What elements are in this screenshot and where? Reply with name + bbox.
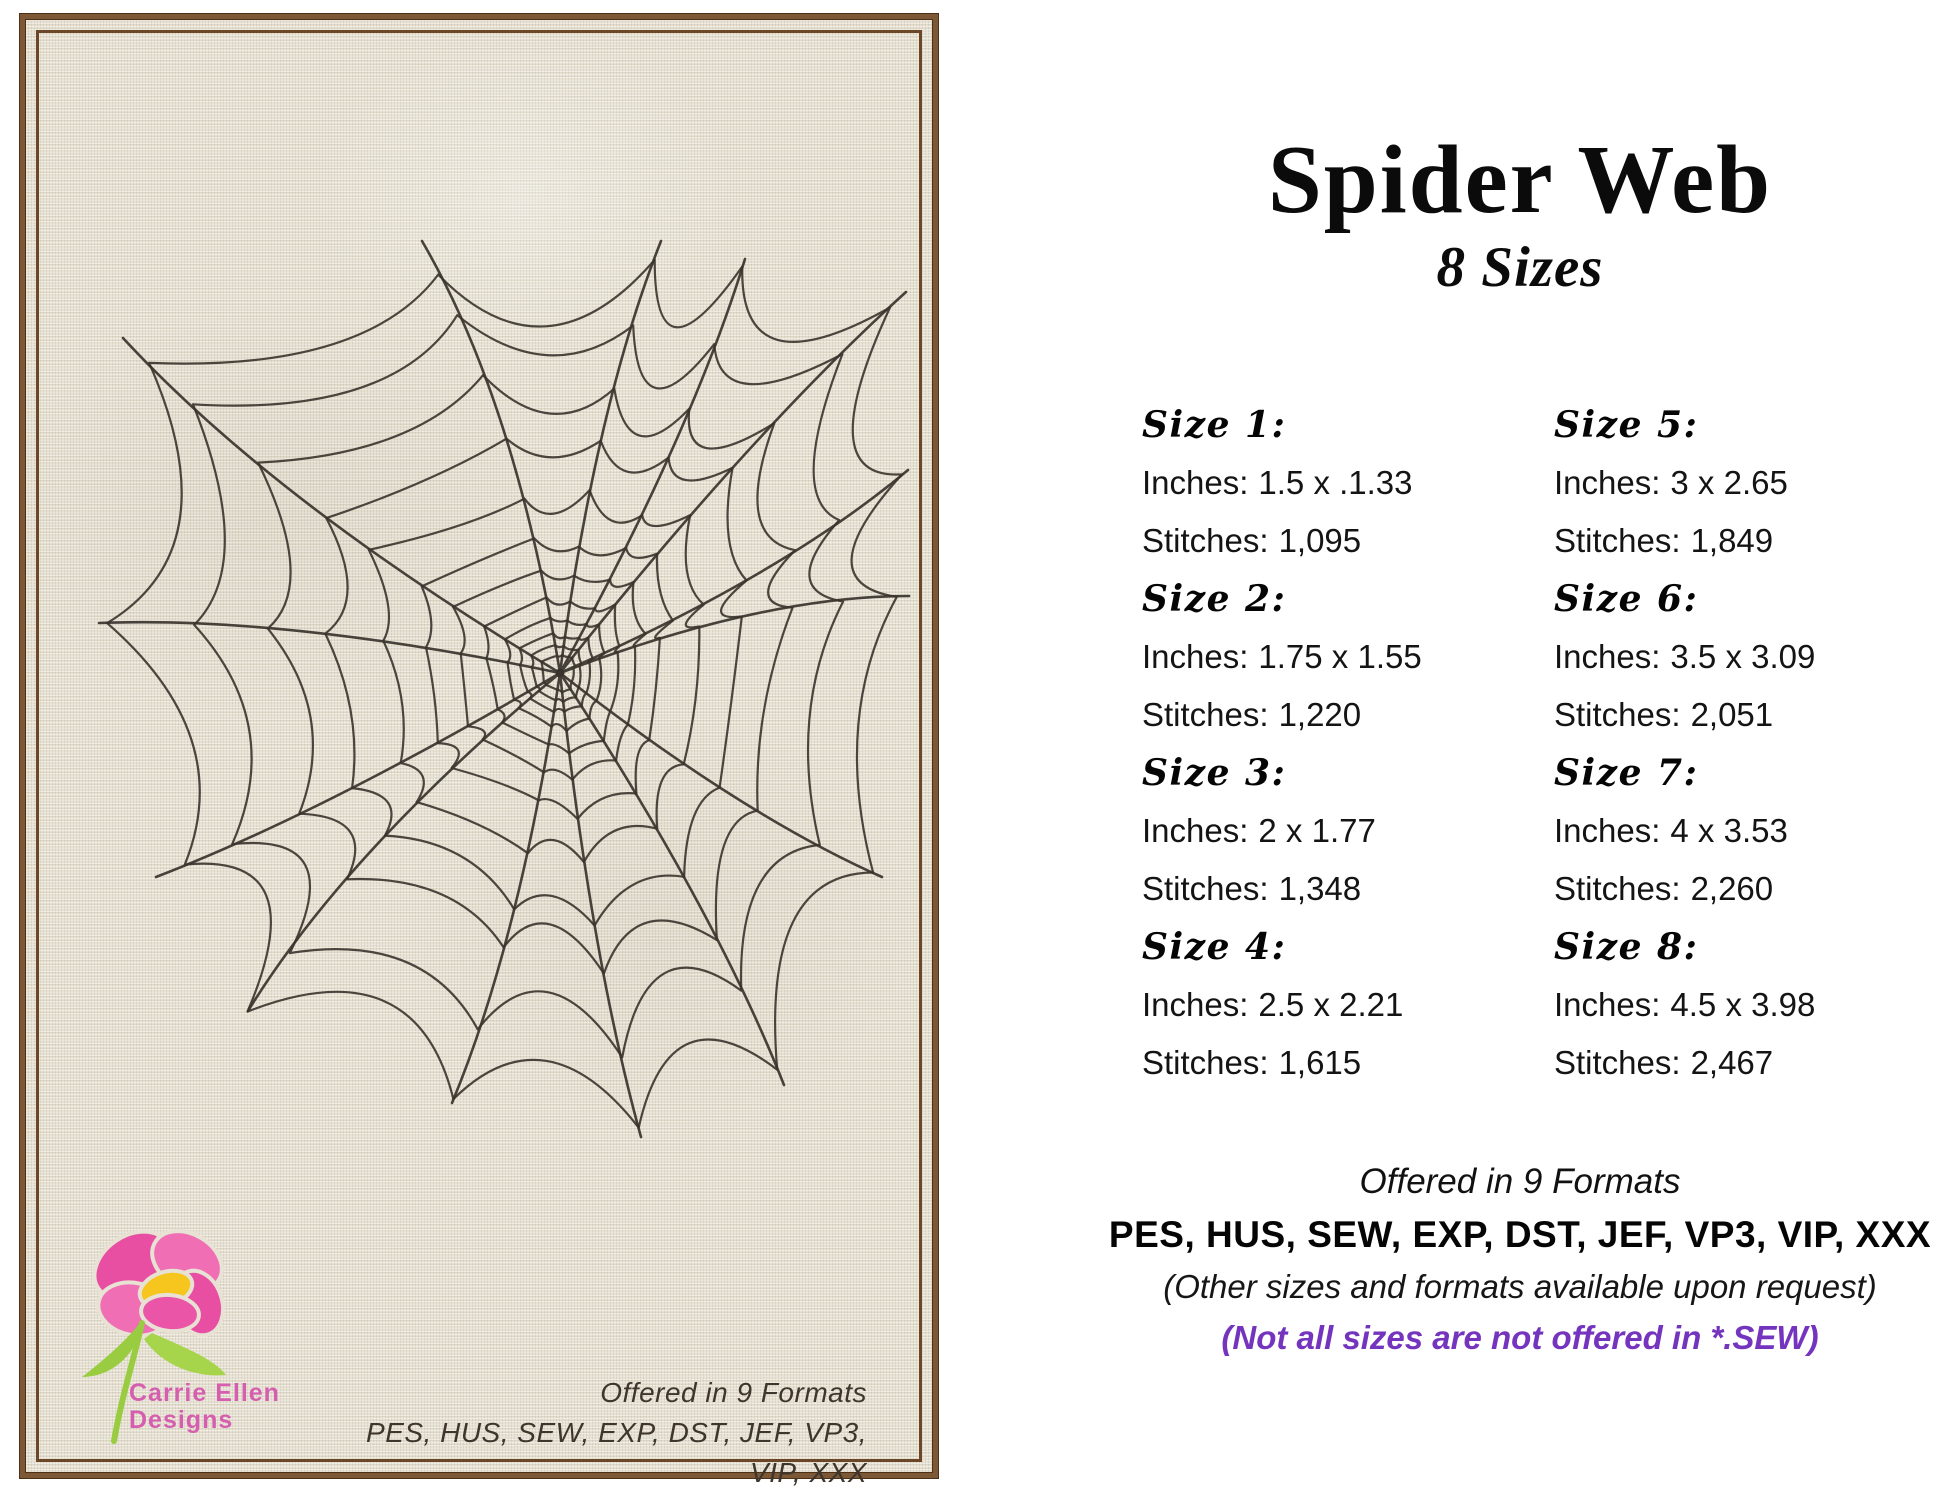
offered-in-formats: Offered in 9 Formats [1359,1162,1681,1201]
size-heading: Size 3: [1142,752,1287,794]
formats-block: Offered in 9 Formats PES, HUS, SEW, EXP,… [1040,1156,1946,1363]
brand-name: Carrie Ellen Designs [129,1380,280,1434]
sizes-col-1: Size 1: Inches: 1.5 x .1.33 Stitches: 1,095 S… [1142,396,1542,1092]
size-heading: Size 7: [1554,752,1699,794]
frame-caption: Offered in 9 Formats PES, HUS, SEW, EXP,… [347,1373,867,1493]
size-block: Size 8: Inches: 4.5 x 3.98 Stitches: 2,467 [1554,918,1946,1092]
size-inches: Inches: 2 x 1.77 [1142,812,1376,849]
brand-name-line2: Designs [129,1406,234,1434]
size-heading: Size 8: [1554,926,1699,968]
other-sizes-note: (Other sizes and formats available upon … [1163,1268,1877,1305]
sizes-col-2: Size 5: Inches: 3 x 2.65 Stitches: 1,849 Size… [1554,396,1946,1092]
size-inches: Inches: 3.5 x 3.09 [1554,638,1816,675]
size-heading: Size 1: [1142,404,1287,446]
size-inches: Inches: 4.5 x 3.98 [1554,986,1816,1023]
page-title: Spider Web [1267,126,1773,233]
size-stitches: Stitches: 1,849 [1554,522,1774,559]
size-block: Size 6: Inches: 3.5 x 3.09 Stitches: 2,051 [1554,570,1946,744]
page-subtitle: 8 Sizes [1436,236,1604,299]
size-stitches: Stitches: 2,051 [1554,696,1774,733]
leaf-left [82,1323,142,1377]
size-block: Size 3: Inches: 2 x 1.77 Stitches: 1,348 [1142,744,1542,918]
size-stitches: Stitches: 2,467 [1554,1044,1774,1081]
size-heading: Size 4: [1142,926,1287,968]
size-heading: Size 5: [1554,404,1699,446]
title-block: Spider Web 8 Sizes [1060,128,1946,304]
size-inches: Inches: 1.5 x .1.33 [1142,464,1413,501]
sew-note: (Not all sizes are not offered in *.SEW) [1221,1319,1819,1356]
size-stitches: Stitches: 1,348 [1142,870,1362,907]
size-block: Size 2: Inches: 1.75 x 1.55 Stitches: 1,220 [1142,570,1542,744]
size-inches: Inches: 3 x 2.65 [1554,464,1788,501]
size-heading: Size 2: [1142,578,1287,620]
size-block: Size 4: Inches: 2.5 x 2.21 Stitches: 1,615 [1142,918,1542,1092]
spider-web-illustration [97,239,911,1139]
frame-caption-offered: Offered in 9 Formats [600,1377,867,1408]
size-inches: Inches: 2.5 x 2.21 [1142,986,1404,1023]
brand-flower-icon [82,1229,226,1444]
brand-name-line1: Carrie Ellen [129,1379,280,1407]
size-block: Size 5: Inches: 3 x 2.65 Stitches: 1,849 [1554,396,1946,570]
frame-caption-formats: PES, HUS, SEW, EXP, DST, JEF, VP3, VIP, … [366,1417,867,1488]
formats-list: PES, HUS, SEW, EXP, DST, JEF, VP3, VIP, … [1108,1214,1932,1255]
leaf-right [144,1333,226,1376]
frame-inner-border: Carrie Ellen Designs Offered in 9 Format… [36,30,922,1488]
framed-design-panel: Carrie Ellen Designs Offered in 9 Format… [20,14,938,1488]
size-stitches: Stitches: 1,220 [1142,696,1362,733]
size-inches: Inches: 4 x 3.53 [1554,812,1788,849]
size-block: Size 1: Inches: 1.5 x .1.33 Stitches: 1,095 [1142,396,1542,570]
size-stitches: Stitches: 1,615 [1142,1044,1362,1081]
size-stitches: Stitches: 2,260 [1554,870,1774,907]
size-stitches: Stitches: 1,095 [1142,522,1362,559]
size-heading: Size 6: [1554,578,1699,620]
size-block: Size 7: Inches: 4 x 3.53 Stitches: 2,260 [1554,744,1946,918]
size-inches: Inches: 1.75 x 1.55 [1142,638,1422,675]
stem [111,1320,145,1444]
